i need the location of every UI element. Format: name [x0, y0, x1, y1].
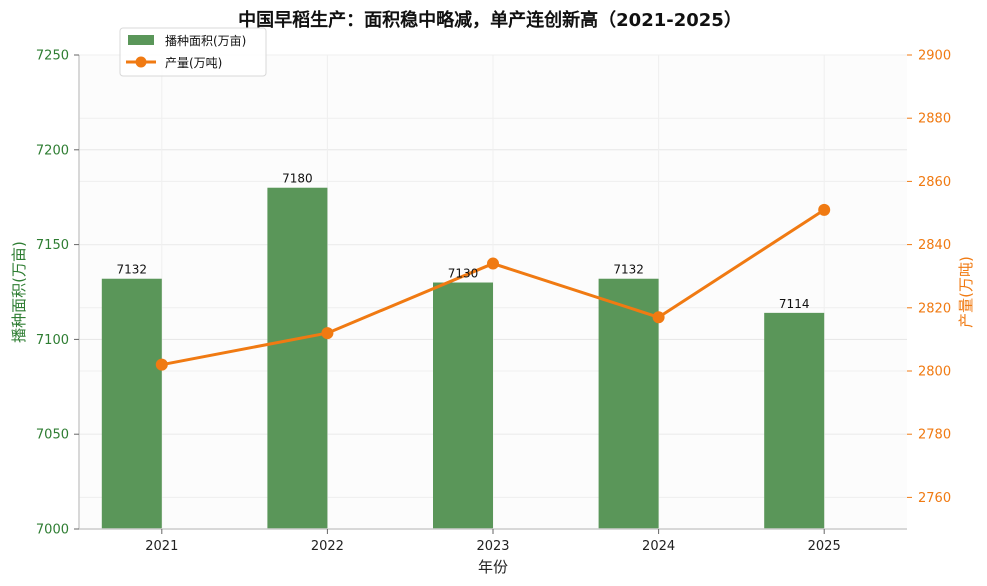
x-tick-label: 2025 — [808, 539, 841, 554]
y-right-tick-label: 2780 — [918, 428, 951, 443]
x-tick-label: 2023 — [476, 539, 509, 554]
y-right-tick-label: 2800 — [918, 365, 951, 380]
y-right-tick-label: 2880 — [918, 112, 951, 127]
y-left-axis-title: 播种面积(万亩) — [10, 241, 28, 343]
axes: 7000 7050 7100 7150 7200 7250 2760 2780 2800 2820… — [36, 49, 951, 555]
bar-value-label: 7180 — [282, 172, 313, 186]
y-right-tick-label: 2900 — [918, 49, 951, 64]
legend-line-marker — [135, 56, 147, 68]
y-left-tick-label: 7250 — [36, 49, 69, 64]
y-left-tick-label: 7150 — [36, 238, 69, 253]
legend-bar-swatch — [128, 35, 154, 45]
bar-value-label: 7130 — [448, 267, 479, 281]
legend: 播种面积(万亩) 产量(万吨) — [119, 27, 267, 77]
y-left-tick-label: 7050 — [36, 428, 69, 443]
bar — [433, 282, 493, 529]
bar-value-label: 7114 — [779, 297, 810, 311]
y-left-tick-label: 7200 — [36, 143, 69, 158]
line-series — [155, 203, 831, 371]
line-point — [818, 203, 831, 216]
y-left-tick-label: 7000 — [36, 523, 69, 538]
bar-value-label: 7132 — [613, 263, 644, 277]
y-right-tick-label: 2760 — [918, 491, 951, 506]
line-point — [321, 327, 334, 340]
x-tick-label: 2022 — [311, 539, 344, 554]
legend-box — [119, 27, 267, 77]
bar-series — [101, 187, 825, 529]
bar — [598, 278, 659, 529]
x-axis-title: 年份 — [478, 558, 508, 576]
line-point — [487, 257, 499, 270]
y-right-tick-label: 2820 — [918, 301, 951, 316]
y-left-tick-label: 7100 — [36, 333, 69, 348]
y-right-tick-label: 2840 — [918, 238, 951, 253]
line-point — [155, 358, 168, 371]
data-labels: 7132 7180 7130 7132 7114 — [117, 172, 810, 311]
line-point — [652, 311, 665, 324]
bar — [267, 187, 328, 529]
bar — [764, 312, 825, 529]
bar — [101, 278, 162, 529]
x-tick-label: 2021 — [145, 539, 178, 554]
y-right-axis-title: 产量(万吨) — [957, 256, 975, 328]
legend-line-label: 产量(万吨) — [165, 56, 222, 70]
x-tick-label: 2024 — [642, 539, 675, 554]
bar-value-label: 7132 — [117, 263, 148, 277]
y-right-tick-label: 2860 — [918, 175, 951, 190]
chart-title: 中国早稻生产：面积稳中略减，单产连创新高（2021-2025） — [238, 9, 742, 31]
legend-bar-label: 播种面积(万亩) — [165, 33, 246, 48]
